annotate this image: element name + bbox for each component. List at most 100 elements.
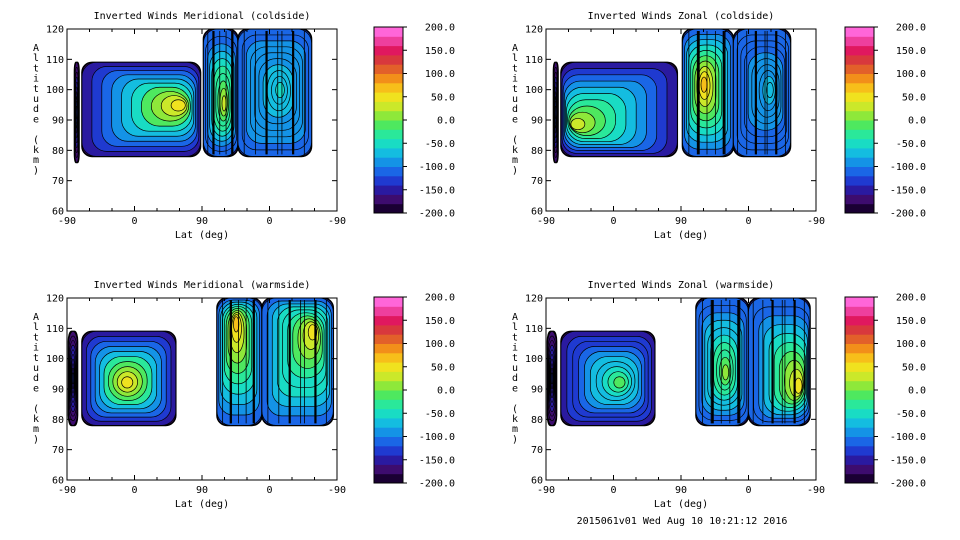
y-tick-label: 80: [52, 146, 64, 157]
contour-region: [546, 330, 558, 427]
x-axis-label: Lat (deg): [175, 230, 229, 241]
colorbar-tick-label: 150.0: [425, 316, 455, 327]
y-tick-label: 100: [525, 354, 543, 365]
colorbar-swatch: [374, 390, 403, 400]
colorbar-tick-label: -50.0: [896, 409, 926, 420]
y-tick-label: 90: [52, 116, 64, 127]
colorbar-swatch: [374, 455, 403, 465]
contour-region: [81, 61, 202, 158]
y-tick-label: 90: [52, 385, 64, 396]
colorbar-tick-label: -200.0: [890, 209, 926, 220]
colorbar-swatch: [374, 110, 403, 121]
colorbar-tick-label: 50.0: [431, 362, 455, 373]
colorbar-tick-label: -200.0: [419, 209, 455, 220]
y-tick-label: 110: [525, 324, 543, 335]
colorbar-tick-label: 0.0: [437, 386, 455, 397]
colorbar-swatch: [374, 82, 403, 93]
colorbar-swatch: [374, 324, 403, 335]
colorbar-swatch: [374, 445, 403, 456]
colorbar-swatch: [845, 175, 874, 186]
y-tick-label: 60: [52, 476, 64, 487]
colorbar-swatch: [845, 166, 874, 177]
colorbar-swatch: [374, 297, 403, 307]
y-tick-label: 80: [52, 415, 64, 426]
y-tick-label: 70: [52, 445, 64, 456]
panel-title: Inverted Winds Zonal (warmside): [588, 280, 775, 291]
x-tick-label: -90: [328, 485, 346, 496]
colorbar-swatch: [374, 194, 403, 205]
footer-timestamp: 2015061v01 Wed Aug 10 10:21:12 2016: [577, 516, 788, 527]
colorbar-swatch: [845, 203, 874, 214]
panel-4: Inverted Winds Zonal (warmside) -90 0 90 0 -9…: [512, 280, 926, 510]
y-tick-label: 110: [46, 324, 64, 335]
colorbar-tick-label: 150.0: [896, 316, 926, 327]
colorbar-swatch: [845, 129, 874, 140]
colorbar-swatch: [374, 371, 403, 382]
colorbar-swatch: [374, 129, 403, 140]
colorbar-swatch: [845, 306, 874, 317]
colorbar-swatch: [845, 194, 874, 205]
y-tick-label: 120: [46, 294, 64, 305]
colorbar-swatch: [374, 175, 403, 186]
x-tick-label: -90: [328, 216, 346, 227]
colorbar-swatch: [845, 436, 874, 447]
colorbar-swatch: [845, 445, 874, 456]
colorbar-swatch: [845, 417, 874, 428]
x-axis-label: Lat (deg): [654, 230, 708, 241]
colorbar-tick-label: -150.0: [890, 185, 926, 196]
colorbar-swatch: [845, 82, 874, 93]
colorbar-swatch: [374, 36, 403, 47]
y-tick-label: 60: [52, 207, 64, 218]
contour-region: [747, 298, 811, 427]
colorbar: 200.0 150.0 100.0 50.0 0.0 -50.0 -100.0 -150.0 -…: [844, 23, 926, 220]
panel-2: Inverted Winds Zonal (coldside) -90 0 90 0 -9…: [512, 11, 926, 241]
x-axis-label: Lat (deg): [654, 499, 708, 510]
colorbar-swatch: [374, 417, 403, 428]
colorbar-swatch: [845, 120, 874, 130]
x-tick-label: 90: [675, 216, 687, 227]
colorbar-tick-label: 200.0: [425, 293, 455, 304]
panel-title: Inverted Winds Meridional (coldside): [94, 11, 311, 22]
contour-region: [67, 330, 79, 427]
colorbar-swatch: [374, 306, 403, 317]
colorbar-tick-label: 200.0: [425, 23, 455, 34]
contour-region: [73, 61, 80, 164]
colorbar-swatch: [374, 352, 403, 363]
colorbar-swatch: [845, 110, 874, 121]
colorbar-tick-label: -200.0: [419, 479, 455, 490]
colorbar-swatch: [845, 45, 874, 56]
colorbar-tick-label: -200.0: [890, 479, 926, 490]
x-tick-label: 90: [196, 485, 208, 496]
colorbar-swatch: [374, 343, 403, 354]
colorbar-swatch: [845, 27, 874, 37]
x-tick-label: 0: [266, 216, 272, 227]
colorbar-swatch: [845, 36, 874, 47]
colorbar-tick-label: 200.0: [896, 23, 926, 34]
colorbar-swatch: [845, 390, 874, 400]
colorbar-swatch: [374, 399, 403, 410]
y-tick-label: 110: [46, 55, 64, 66]
colorbar-tick-label: 50.0: [431, 92, 455, 103]
x-tick-label: 0: [610, 216, 616, 227]
contour-region: [81, 330, 177, 427]
x-tick-label: 90: [675, 485, 687, 496]
colorbar-swatch: [845, 185, 874, 195]
colorbar-swatch: [374, 101, 403, 112]
colorbar-swatch: [374, 92, 403, 102]
colorbar-swatch: [845, 362, 874, 372]
colorbar-swatch: [845, 408, 874, 419]
x-tick-label: 0: [131, 485, 137, 496]
colorbar-tick-label: 0.0: [437, 116, 455, 127]
x-tick-label: 0: [610, 485, 616, 496]
colorbar-swatch: [845, 157, 874, 167]
y-tick-label: 100: [525, 85, 543, 96]
colorbar-swatch: [374, 436, 403, 447]
colorbar-tick-label: -50.0: [896, 139, 926, 150]
colorbar-swatch: [845, 399, 874, 410]
colorbar-swatch: [374, 157, 403, 167]
colorbar-tick-label: 0.0: [908, 116, 926, 127]
x-tick-label: -90: [58, 485, 76, 496]
y-tick-label: 120: [525, 25, 543, 36]
colorbar-swatch: [845, 473, 874, 484]
